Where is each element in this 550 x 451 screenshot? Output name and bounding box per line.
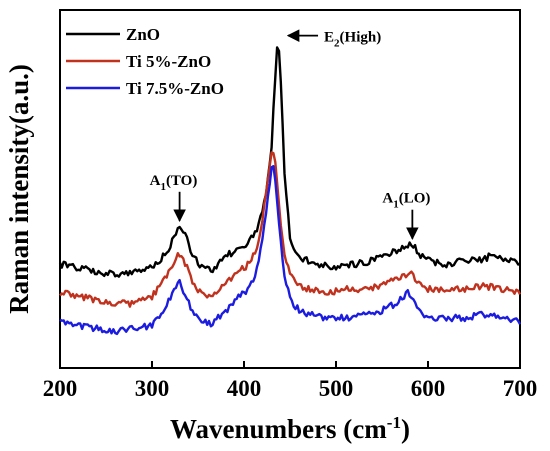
x-tick-label: 500 bbox=[319, 376, 354, 401]
annotation-label: A1(LO) bbox=[382, 191, 430, 211]
x-axis-ticks: 200 300 400 500 600 700 bbox=[43, 361, 538, 401]
annotation-label: E2(High) bbox=[324, 30, 381, 50]
legend-label: ZnO bbox=[126, 25, 160, 44]
x-axis-title: Wavenumbers (cm-1) bbox=[170, 413, 410, 444]
y-axis-title: Raman intensity(a.u.) bbox=[4, 64, 34, 314]
series-line-2 bbox=[59, 151, 522, 308]
legend-label: Ti 5%-ZnO bbox=[126, 52, 211, 71]
legend: ZnO Ti 5%-ZnO Ti 7.5%-ZnO bbox=[66, 25, 224, 98]
series-group bbox=[58, 46, 522, 336]
x-tick-label: 300 bbox=[135, 376, 170, 401]
legend-label: Ti 7.5%-ZnO bbox=[126, 79, 224, 98]
x-tick-label: 400 bbox=[227, 376, 262, 401]
x-tick-label: 700 bbox=[503, 376, 538, 401]
series-line-3 bbox=[59, 165, 522, 336]
annotations: E2(High) A1(TO) A1(LO) bbox=[150, 29, 430, 240]
x-tick-label: 600 bbox=[411, 376, 446, 401]
x-tick-label: 200 bbox=[43, 376, 78, 401]
annotation-label: A1(TO) bbox=[150, 173, 198, 193]
x-axis-title-sup: -1 bbox=[387, 413, 401, 432]
series-line-1 bbox=[58, 46, 521, 278]
plot-frame bbox=[59, 9, 521, 369]
